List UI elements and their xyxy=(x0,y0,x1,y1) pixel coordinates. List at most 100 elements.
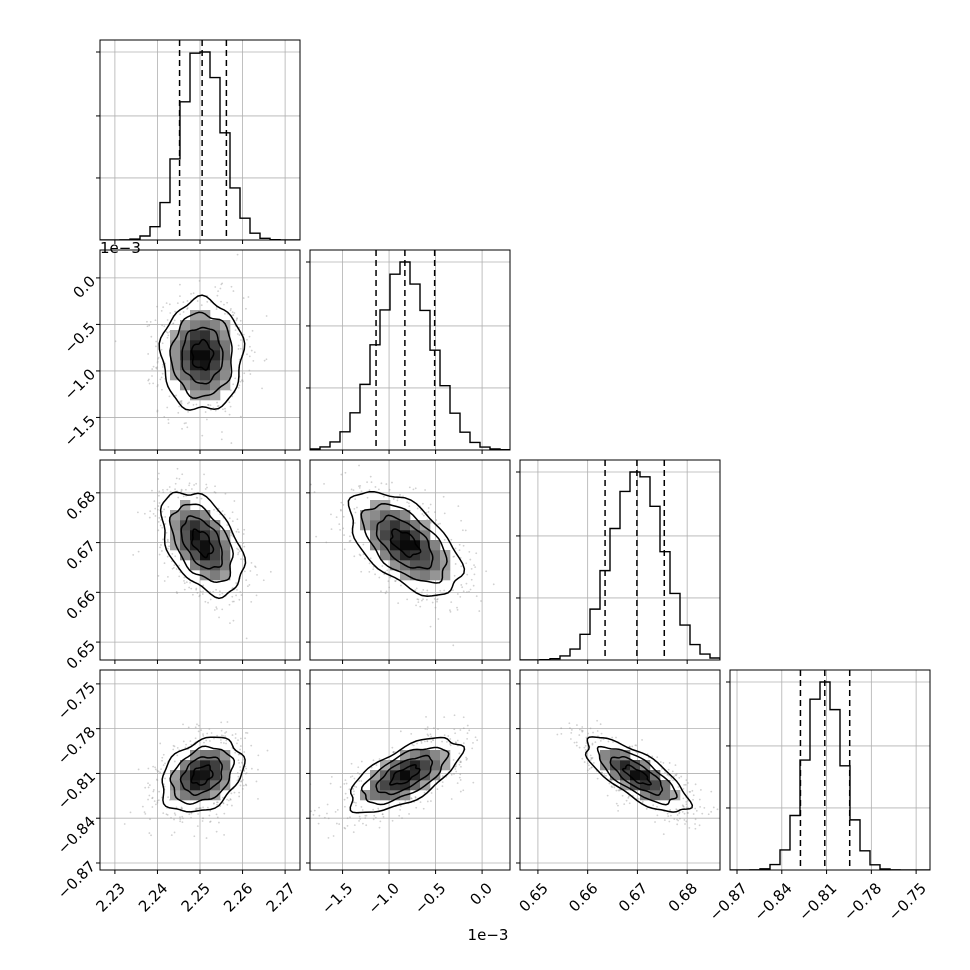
contour-2-1-2 xyxy=(360,502,448,584)
density-cell xyxy=(170,330,181,341)
ytick-label: −1.5 xyxy=(61,412,99,450)
scatter-point xyxy=(160,309,163,312)
scatter-point xyxy=(216,803,218,806)
density-cell xyxy=(640,780,651,791)
scatter-point xyxy=(675,774,678,777)
scatter-point xyxy=(180,807,183,810)
scatter-point xyxy=(370,766,373,769)
scatter-point xyxy=(201,434,204,437)
density-cell xyxy=(210,570,221,581)
scatter-point xyxy=(684,823,686,825)
scatter-point xyxy=(232,314,234,316)
density-cell xyxy=(210,350,221,361)
scatter-point xyxy=(188,813,191,816)
scatter-point xyxy=(243,372,246,375)
contour-2-1-1 xyxy=(375,514,434,570)
scatter-point xyxy=(581,757,584,760)
scatter-point xyxy=(246,585,249,588)
density-cell xyxy=(410,530,421,541)
contour-3-0-3 xyxy=(161,736,246,813)
density-cell xyxy=(180,380,191,391)
xtick-label: −0.5 xyxy=(411,879,449,917)
panel-2-0: 0.65 0.66 0.67 0.68 xyxy=(63,459,301,673)
scatter-point xyxy=(452,644,455,647)
scatter-point xyxy=(590,766,593,769)
scatter-point xyxy=(459,790,462,793)
density-cell xyxy=(190,530,201,541)
panel-2-2 xyxy=(516,459,721,664)
scatter-point xyxy=(173,760,176,763)
scatter-point xyxy=(217,507,220,510)
scatter-point xyxy=(683,812,686,815)
scatter-point xyxy=(237,739,239,742)
scatter-point xyxy=(631,745,634,748)
scatter-point xyxy=(369,475,372,478)
density-cell xyxy=(220,360,231,371)
scatter-point xyxy=(617,809,620,812)
scatter-point xyxy=(163,785,166,788)
scatter-point xyxy=(156,384,159,386)
density-cell xyxy=(390,770,401,781)
scatter-point xyxy=(450,538,453,541)
density-cell xyxy=(640,790,651,801)
scatter-point xyxy=(234,377,237,380)
scatter-point xyxy=(435,519,438,521)
scatter-point xyxy=(607,740,610,743)
scatter-point xyxy=(161,538,164,541)
scatter-point xyxy=(346,817,349,820)
scatter-point xyxy=(358,553,361,556)
scatter-point xyxy=(358,485,360,488)
scatter-point xyxy=(336,808,339,811)
density-cell xyxy=(210,540,221,551)
scatter-point xyxy=(224,312,226,315)
scatter-point xyxy=(195,482,198,485)
density-cell xyxy=(180,340,191,351)
scatter-point xyxy=(599,723,602,726)
scatter-point xyxy=(242,784,245,787)
scatter-point xyxy=(698,798,701,801)
density-cell xyxy=(190,510,201,521)
scatter-point xyxy=(462,590,465,593)
scatter-point xyxy=(238,598,241,601)
scatter-point xyxy=(248,369,251,372)
scatter-point xyxy=(175,591,178,593)
scatter-point xyxy=(692,794,695,797)
density-cell xyxy=(170,340,181,351)
scatter-point xyxy=(397,602,400,605)
scatter-point xyxy=(227,799,230,802)
scatter-point xyxy=(465,562,468,565)
scatter-point xyxy=(641,739,643,741)
scatter-point xyxy=(313,809,316,812)
scatter-point xyxy=(173,818,175,821)
xtick-label: −1.5 xyxy=(318,879,356,917)
panel-frame xyxy=(99,459,301,661)
scatter-point xyxy=(238,762,240,764)
scatter-point xyxy=(192,403,195,406)
scatter-point xyxy=(411,743,414,746)
scatter-point xyxy=(237,386,240,389)
scatter-point xyxy=(243,558,245,561)
scatter-point xyxy=(176,746,179,749)
scatter-point xyxy=(229,798,232,800)
scatter-point xyxy=(586,769,589,772)
density-cell xyxy=(410,570,421,581)
scatter-point xyxy=(685,800,688,803)
density-cell xyxy=(420,760,431,771)
scatter-point xyxy=(364,817,367,819)
scatter-point xyxy=(163,416,166,418)
scatter-point xyxy=(220,283,223,286)
xtick-label: 0.68 xyxy=(665,879,701,915)
scatter-point xyxy=(151,797,154,800)
scatter-point xyxy=(177,496,180,499)
scatter-point xyxy=(245,767,248,770)
density-cell xyxy=(390,550,401,561)
scatter-point xyxy=(380,482,383,485)
scatter-point xyxy=(238,384,241,387)
scatter-point xyxy=(231,595,234,598)
scatter-point xyxy=(460,761,462,764)
density-cell xyxy=(430,540,441,551)
scatter-point xyxy=(312,813,315,816)
scatter-point xyxy=(603,774,606,777)
scatter-point xyxy=(452,555,455,558)
scatter-point xyxy=(384,592,387,595)
